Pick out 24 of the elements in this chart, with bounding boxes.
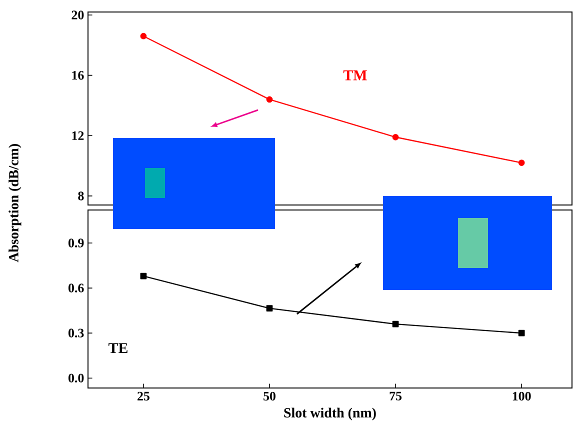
point	[518, 330, 525, 336]
text: TM	[343, 70, 367, 80]
y-tick-label: 0.0	[68, 374, 84, 382]
x-tick-label: 75	[390, 392, 402, 400]
y-tick-label: 0.3	[68, 328, 84, 338]
y-tick-label: 8	[78, 192, 84, 200]
x-axis-title: Slot width (nm)	[284, 408, 376, 420]
y-tick-label: 12	[72, 131, 84, 140]
point	[140, 272, 147, 280]
x-tick-label: 50	[264, 392, 276, 401]
y-tick-label: 0.9	[68, 238, 84, 248]
point	[140, 32, 147, 40]
x-tick-label: 100	[512, 392, 531, 401]
x-tick-label: 25	[138, 392, 150, 401]
y-axis-title: Absorption (dB/cm)	[8, 144, 22, 262]
point	[392, 320, 399, 328]
point	[518, 160, 525, 166]
point	[266, 96, 273, 103]
y-tick-label: 0.6	[68, 284, 84, 292]
y-tick-label: 20	[72, 10, 84, 20]
point	[266, 305, 273, 312]
point	[392, 134, 399, 140]
y-tick-label: 16	[72, 70, 84, 80]
text: TE	[108, 343, 128, 353]
